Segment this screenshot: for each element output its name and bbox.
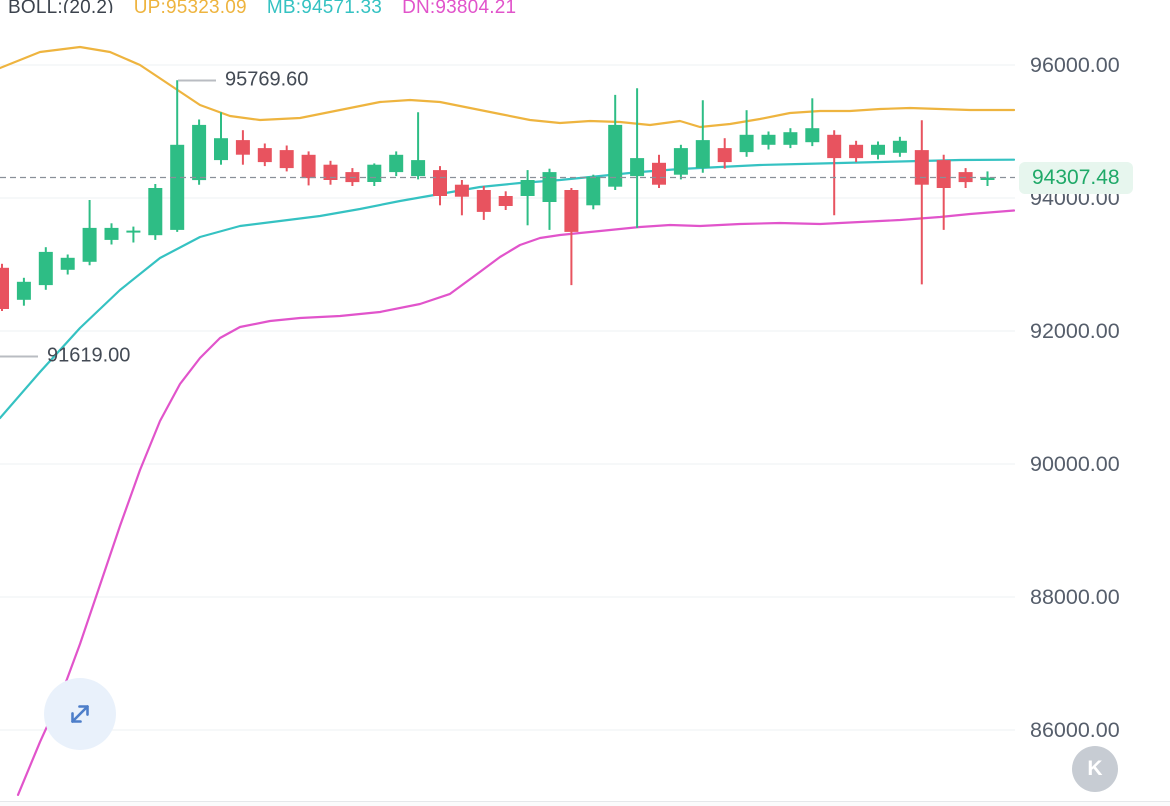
indicator-bar: BOLL:(20,2) UP:95323.09 MB:94571.33 DN:9380…: [0, 0, 1010, 13]
period-low-label: 91619.00: [47, 344, 131, 367]
boll-upper-value: UP:95323.09: [133, 0, 247, 13]
candles: [0, 80, 995, 311]
expand-chart-button[interactable]: [44, 678, 116, 750]
k-chart-button[interactable]: K: [1072, 746, 1118, 792]
current-price-tag: 94307.48: [1019, 161, 1133, 194]
price-axis-label: 88000.00: [1030, 584, 1120, 609]
price-axis[interactable]: 96000.00 94000.00 92000.00 90000.00 88000.00…: [1015, 0, 1170, 806]
marker-tick-line: [178, 79, 216, 82]
price-axis-label: 86000.00: [1030, 717, 1120, 742]
candlestick-chart[interactable]: [0, 0, 1015, 806]
period-high-label: 95769.60: [225, 68, 309, 91]
boll-upper-line: [0, 45, 1015, 129]
marker-tick-line: [0, 355, 38, 358]
boll-lower-value: DN:93804.21: [402, 0, 517, 13]
boll-lower-line: [16, 209, 1015, 797]
price-axis-label: 90000.00: [1030, 451, 1120, 476]
period-low-marker: 91619.00: [0, 345, 130, 368]
period-high-marker: 95769.60: [178, 69, 308, 92]
price-axis-label: 96000.00: [1030, 53, 1120, 77]
boll-params: BOLL:(20,2): [8, 0, 114, 13]
expand-arrows-icon: [65, 699, 95, 729]
boll-mid-value: MB:94571.33: [266, 0, 383, 13]
price-axis-label: 92000.00: [1030, 318, 1120, 343]
grid-lines: [0, 64, 1015, 731]
chart-canvas[interactable]: [0, 0, 1015, 806]
time-axis-strip: [0, 801, 1170, 806]
